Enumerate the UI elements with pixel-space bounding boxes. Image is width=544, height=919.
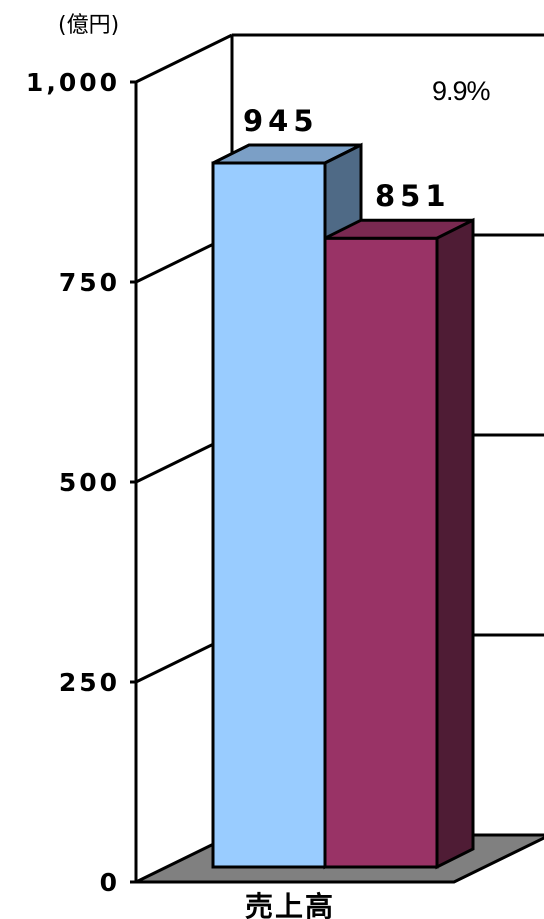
- bar-front-1: [211, 161, 327, 869]
- data-label-1: 945: [243, 104, 319, 138]
- bar-side-2: [435, 217, 475, 870]
- y-tick-label: 500: [59, 468, 120, 497]
- labels: 0 250 500 750 1,000 945 851 売上高: [26, 68, 451, 919]
- y-tick-label: 250: [59, 668, 120, 697]
- change-percent-annotation: 9.9%: [432, 76, 491, 106]
- y-axis-unit-label: (億円): [58, 13, 119, 38]
- gridline-diagonal: [135, 33, 233, 84]
- y-tick-label: 0: [100, 868, 120, 897]
- x-category-label: 売上高: [245, 890, 335, 919]
- y-tick-label: 1,000: [26, 68, 120, 97]
- y-tick-label: 750: [59, 268, 120, 297]
- bars: [211, 142, 475, 870]
- bar-front-2: [323, 236, 439, 869]
- data-label-2: 851: [375, 179, 451, 213]
